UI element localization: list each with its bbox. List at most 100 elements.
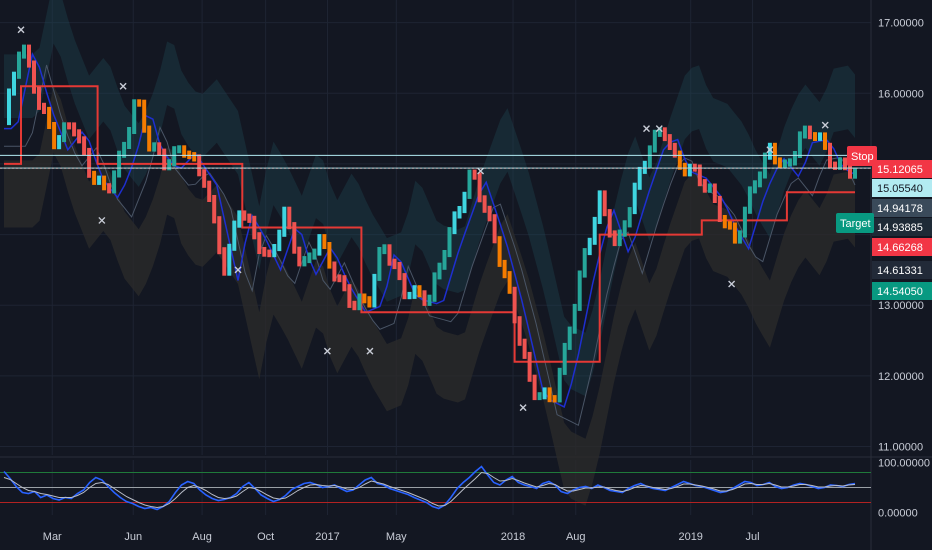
renko-brick: [347, 284, 352, 308]
renko-brick: [232, 220, 237, 251]
swing-marker: [655, 125, 663, 133]
renko-brick: [717, 195, 722, 222]
renko-brick: [112, 170, 117, 194]
renko-brick: [427, 294, 432, 306]
x-tick-label: Aug: [192, 531, 212, 543]
x-tick-label: Oct: [257, 531, 274, 543]
x-tick-label: 2019: [678, 531, 702, 543]
time-axis[interactable]: Mar Jun Aug Oct 2017 May 2018 Aug 2019 Jul: [43, 531, 760, 543]
price-tag-bg: [872, 218, 932, 236]
renko-brick: [682, 162, 687, 177]
renko-brick: [737, 230, 742, 244]
price-tag-label: 14.94178: [877, 203, 923, 215]
renko-brick: [472, 169, 477, 180]
renko-brick: [212, 195, 217, 224]
renko-brick: [652, 129, 657, 153]
price-tag-bg: [872, 261, 932, 279]
target-label: Target: [840, 218, 871, 230]
price-tag-bg: [872, 199, 932, 217]
renko-brick: [342, 275, 347, 292]
renko-brick: [512, 286, 517, 324]
price-tag-label: 14.66268: [877, 242, 923, 254]
renko-brick: [397, 262, 402, 281]
renko-brick: [102, 175, 107, 191]
renko-brick: [272, 244, 277, 258]
osc-tick-label: 100.00000: [878, 458, 930, 470]
renko-brick: [632, 182, 637, 215]
renko-brick: [833, 161, 837, 170]
renko-brick: [422, 290, 427, 306]
y-tick-label: 11.00000: [878, 441, 923, 453]
renko-brick: [257, 232, 262, 254]
x-tick-label: 2017: [315, 531, 339, 543]
renko-brick: [402, 273, 407, 300]
renko-brick: [823, 132, 827, 150]
renko-brick: [37, 86, 41, 110]
renko-brick: [592, 216, 597, 245]
renko-brick: [137, 99, 142, 107]
renko-brick: [247, 213, 252, 223]
renko-brick: [177, 145, 182, 154]
renko-brick: [492, 214, 497, 244]
renko-brick: [843, 157, 847, 171]
renko-brick: [792, 151, 797, 166]
swing-marker: [98, 216, 106, 224]
renko-brick: [677, 150, 682, 170]
renko-brick: [567, 326, 572, 350]
renko-brick: [767, 142, 772, 160]
price-tag-label: 15.12065: [877, 164, 923, 176]
x-tick-label: May: [386, 531, 407, 543]
renko-brick: [442, 250, 447, 270]
renko-brick: [17, 51, 21, 79]
renko-brick: [727, 221, 732, 230]
renko-brick: [357, 293, 362, 311]
renko-brick: [607, 209, 612, 238]
renko-brick: [237, 210, 242, 228]
renko-brick: [217, 216, 222, 255]
renko-bricks: [7, 26, 857, 412]
swing-marker: [477, 167, 485, 175]
price-tag-bg: [872, 160, 932, 178]
renko-brick: [377, 247, 382, 281]
renko-brick: [312, 248, 317, 260]
renko-brick: [477, 172, 482, 203]
price-tag-bg: [872, 238, 932, 256]
renko-brick: [122, 141, 127, 158]
renko-brick: [142, 99, 147, 133]
renko-brick: [838, 157, 842, 170]
renko-brick: [32, 60, 36, 94]
price-tag-bg: [872, 282, 932, 300]
y-tick-label: 17.00000: [878, 18, 924, 30]
renko-brick: [117, 150, 122, 178]
oscillator-series-1: [3, 471, 856, 509]
lower-cloud: [4, 85, 855, 506]
renko-brick: [87, 147, 92, 178]
price-tags: 15.12065 15.05540 14.94178 14.93885 14.66268…: [872, 160, 932, 300]
renko-brick: [547, 387, 552, 403]
renko-brick: [407, 291, 412, 300]
renko-brick: [267, 249, 272, 258]
x-tick-label: Aug: [566, 531, 586, 543]
swing-marker: [119, 82, 127, 90]
renko-brick: [742, 206, 747, 238]
renko-brick: [497, 236, 502, 267]
renko-brick: [207, 180, 212, 202]
renko-brick: [82, 136, 87, 155]
renko-brick: [197, 154, 202, 177]
renko-brick: [853, 167, 857, 179]
upper-cloud: [4, 0, 855, 397]
renko-brick: [612, 230, 617, 247]
renko-brick: [552, 395, 557, 403]
price-axis[interactable]: 17.00000 16.00000 13.00000 12.00000 11.00000…: [878, 18, 930, 520]
swing-marker: [766, 146, 774, 154]
renko-brick: [457, 206, 462, 219]
renko-brick: [517, 316, 522, 346]
renko-brick: [22, 44, 26, 59]
renko-brick: [712, 183, 717, 203]
renko-brick: [447, 227, 452, 258]
horizontal-levels: [0, 154, 871, 169]
renko-brick: [757, 171, 762, 188]
swing-marker: [821, 121, 829, 129]
renko-brick: [502, 259, 507, 279]
